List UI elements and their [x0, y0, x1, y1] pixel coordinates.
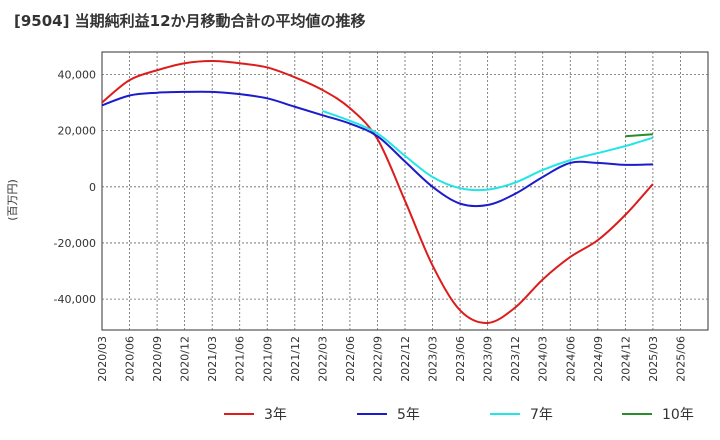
chart-title: [9504] 当期純利益12か月移動合計の平均値の推移 — [14, 12, 366, 30]
x-tick-label: 2024/09 — [592, 336, 605, 382]
y-tick-label: 0 — [89, 181, 96, 194]
x-tick-label: 2022/12 — [399, 336, 412, 382]
x-tick-label: 2021/03 — [206, 336, 219, 382]
x-tick-label: 2024/12 — [619, 336, 632, 382]
x-tick-label: 2020/06 — [124, 336, 137, 382]
legend-label: 7年 — [530, 407, 553, 423]
x-tick-label: 2024/03 — [537, 336, 550, 382]
x-tick-label: 2023/12 — [509, 336, 522, 382]
y-tick-label: -20,000 — [54, 237, 96, 250]
x-tick-label: 2020/12 — [179, 336, 192, 382]
x-tick-label: 2023/03 — [427, 336, 440, 382]
x-tick-label: 2021/06 — [234, 336, 247, 382]
legend-label: 10年 — [662, 407, 694, 423]
legend-label: 3年 — [264, 407, 287, 423]
x-tick-label: 2021/09 — [261, 336, 274, 382]
series-line-3 — [322, 110, 654, 192]
x-tick-label: 2022/09 — [371, 336, 384, 382]
y-tick-label: 20,000 — [58, 125, 97, 138]
series-line-1 — [101, 59, 654, 324]
series-line-4 — [625, 133, 653, 138]
x-tick-label: 2025/06 — [674, 336, 687, 382]
axis-layer: -40,000 -20,000 0 20,000 40,000 2020/03 2020/0… — [54, 68, 688, 381]
y-axis-label: (百万円) — [6, 179, 19, 221]
legend-label: 5年 — [397, 407, 420, 423]
x-tick-label: 2022/03 — [316, 336, 329, 382]
x-tick-label: 2023/06 — [454, 336, 467, 382]
x-tick-label: 2021/12 — [289, 336, 302, 382]
series-line-2 — [101, 90, 653, 208]
series-layer — [101, 59, 654, 324]
x-tick-label: 2020/03 — [96, 336, 109, 382]
plot-area — [101, 51, 709, 331]
x-tick-label: 2024/06 — [564, 336, 577, 382]
grid-layer — [102, 52, 708, 330]
y-tick-label: -40,000 — [54, 293, 96, 306]
y-tick-label: 40,000 — [58, 68, 97, 81]
x-tick-label: 2022/06 — [344, 336, 357, 382]
x-tick-label: 2025/03 — [647, 336, 660, 382]
x-tick-label: 2020/09 — [151, 336, 164, 382]
x-tick-label: 2023/09 — [482, 336, 495, 382]
legend: 3年 5年 7年 10年 — [224, 407, 694, 423]
